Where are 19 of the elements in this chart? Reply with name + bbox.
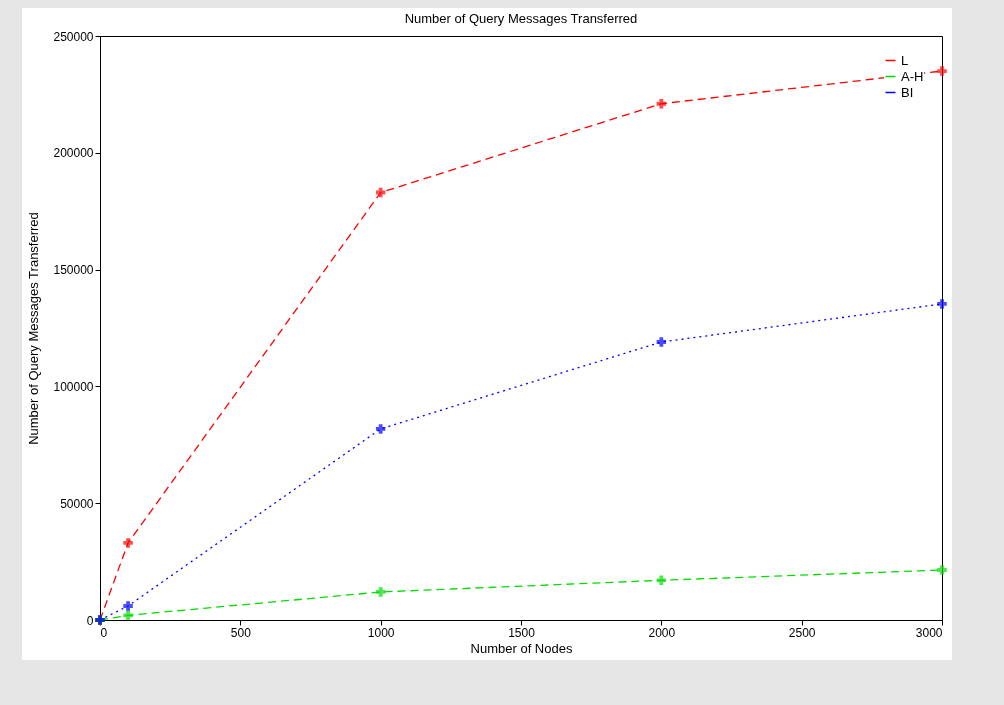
- legend-label: A-H: [901, 68, 924, 84]
- y-tick-label: 150000: [53, 263, 94, 278]
- x-tick-label: 0: [100, 625, 108, 640]
- legend-label: L: [901, 52, 909, 68]
- y-axis-title: Number of Query Messages Transferred: [26, 212, 42, 445]
- x-axis-title: Number of Nodes: [470, 640, 573, 656]
- x-tick-label: 1000: [367, 625, 395, 640]
- y-tick-label: 250000: [53, 29, 94, 44]
- y-tick-label: 100000: [53, 379, 94, 394]
- x-tick-label: 2500: [788, 625, 816, 640]
- chart-title: Number of Query Messages Transferred: [404, 11, 638, 26]
- y-tick-label: 200000: [53, 146, 94, 161]
- x-tick-label: 3000: [915, 625, 943, 640]
- x-tick-label: 500: [230, 625, 252, 640]
- y-tick-label: 50000: [60, 496, 94, 511]
- x-tick-label: 2000: [648, 625, 676, 640]
- x-tick-label: 1500: [508, 625, 536, 640]
- legend-label: BI: [901, 84, 914, 100]
- y-tick-label: 0: [86, 613, 94, 628]
